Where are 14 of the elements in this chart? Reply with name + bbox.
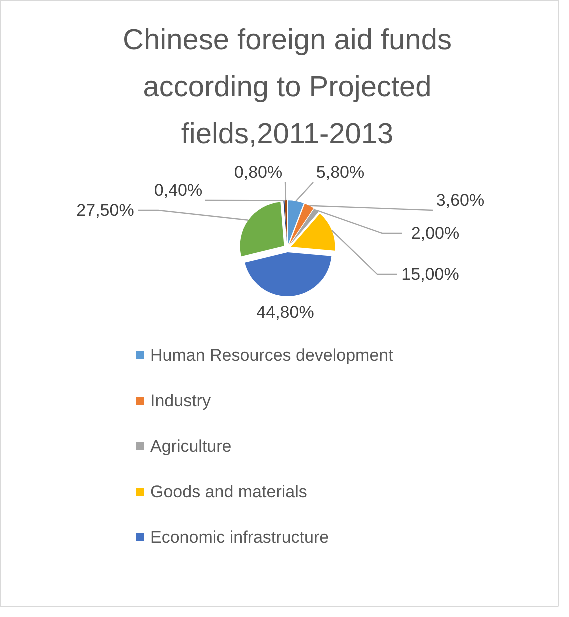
data-label: 15,00% (402, 265, 460, 284)
data-label: 5,80% (316, 163, 365, 182)
legend-label: Goods and materials (150, 482, 308, 502)
data-label: 44,80% (256, 303, 314, 322)
data-label: 0,80% (234, 163, 283, 182)
legend-label: Agriculture (150, 437, 232, 456)
data-label: 3,60% (436, 191, 485, 210)
legend-label: Human Resources development (150, 346, 394, 365)
data-label: 0,40% (154, 181, 203, 200)
legend-label: Economic infrastructure (150, 528, 330, 547)
data-label: 2,00% (411, 224, 460, 243)
legend-label: Industry (150, 392, 212, 410)
data-label: 27,50% (76, 201, 134, 220)
chart-title: Chinese foreign aid funds according to Projected fields,2011-2013 (123, 24, 452, 150)
